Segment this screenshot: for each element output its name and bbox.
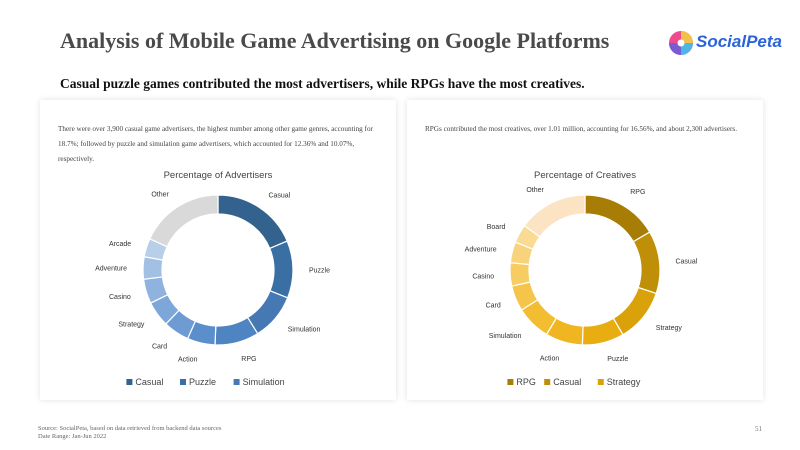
creatives-label-puzzle: Puzzle	[607, 356, 628, 363]
footer-source: Source: SocialPeta, based on data retrie…	[38, 425, 221, 441]
creatives-legend-casual: Casual	[553, 377, 581, 387]
creatives-label-simulation: Simulation	[489, 333, 522, 340]
advertisers-card: There were over 3,900 casual game advert…	[40, 100, 396, 400]
advertisers-label-adventure: Adventure	[95, 266, 127, 273]
page-title: Analysis of Mobile Game Advertising on G…	[60, 28, 610, 53]
advertisers-label-card: Card	[152, 343, 167, 350]
source-text: Source: SocialPeta, based on data retrie…	[38, 425, 222, 432]
creatives-label-card: Card	[486, 303, 501, 310]
creatives-legend-strategy: Strategy	[607, 377, 641, 387]
creatives-label-casino: Casino	[472, 273, 494, 280]
creatives-label-adventure: Adventure	[465, 246, 497, 253]
advertisers-label-arcade: Arcade	[109, 241, 131, 248]
advertisers-label-casual: Casual	[268, 192, 290, 199]
creatives-slice-rpg	[584, 194, 651, 243]
creatives-chart-title: Percentage of Creatives	[534, 170, 636, 181]
creatives-description: RPGs contributed the most creatives, ove…	[425, 125, 737, 133]
advertisers-chart-title: Percentage of Advertisers	[164, 170, 273, 181]
advertisers-label-other: Other	[151, 191, 169, 198]
creatives-legend-swatch-casual	[544, 379, 551, 385]
advertisers-legend-puzzle: Puzzle	[189, 377, 216, 387]
socialpeta-logo: SocialPeta	[668, 30, 782, 58]
creatives-label-action: Action	[540, 355, 560, 362]
advertisers-label-simulation: Simulation	[288, 326, 321, 333]
advertisers-label-rpg: RPG	[241, 356, 256, 363]
creatives-label-rpg: RPG	[630, 189, 645, 196]
advertisers-label-strategy: Strategy	[118, 322, 145, 329]
advertisers-label-puzzle: Puzzle	[309, 267, 330, 274]
advertisers-legend-casual: Casual	[135, 377, 163, 387]
advertisers-slice-puzzle	[268, 240, 294, 299]
date-range-text: Date Range: Jan-Jun 2022	[38, 433, 107, 440]
creatives-label-other: Other	[526, 187, 544, 194]
creatives-slice-other	[523, 194, 586, 238]
creatives-slice-casual	[632, 231, 661, 295]
creatives-slice-casino	[509, 262, 532, 287]
advertisers-description: There were over 3,900 casual game advert…	[58, 125, 373, 163]
creatives-legend-rpg: RPG	[516, 377, 536, 387]
creatives-donut-chart: Percentage of Creatives RPG Casual Strategy…	[465, 170, 698, 387]
advertisers-legend-swatch-casual	[126, 379, 133, 385]
advertisers-slice-casual	[217, 194, 288, 250]
advertisers-slice-other	[149, 194, 219, 248]
creatives-label-strategy: Strategy	[656, 325, 683, 332]
advertisers-donut-chart: Percentage of Advertisers Casual Puzzle Sim…	[95, 170, 330, 387]
advertisers-label-casino: Casino	[109, 294, 131, 301]
creatives-label-casual: Casual	[675, 258, 697, 265]
advertisers-legend-swatch-puzzle	[180, 379, 186, 385]
creatives-slice-strategy	[612, 286, 657, 336]
creatives-label-board: Board	[487, 224, 506, 231]
advertisers-label-action: Action	[178, 357, 198, 364]
creatives-legend-swatch-strategy	[597, 379, 604, 385]
advertisers-legend-swatch-simulation	[233, 379, 240, 385]
advertisers-legend-simulation: Simulation	[243, 377, 285, 387]
logo-icon	[669, 31, 693, 55]
creatives-legend-swatch-rpg	[507, 379, 514, 385]
page-number: 51	[755, 425, 762, 433]
logo-text: SocialPeta	[696, 32, 782, 51]
page-subtitle: Casual puzzle games contributed the most…	[60, 76, 585, 91]
creatives-card: RPGs contributed the most creatives, ove…	[407, 100, 763, 400]
